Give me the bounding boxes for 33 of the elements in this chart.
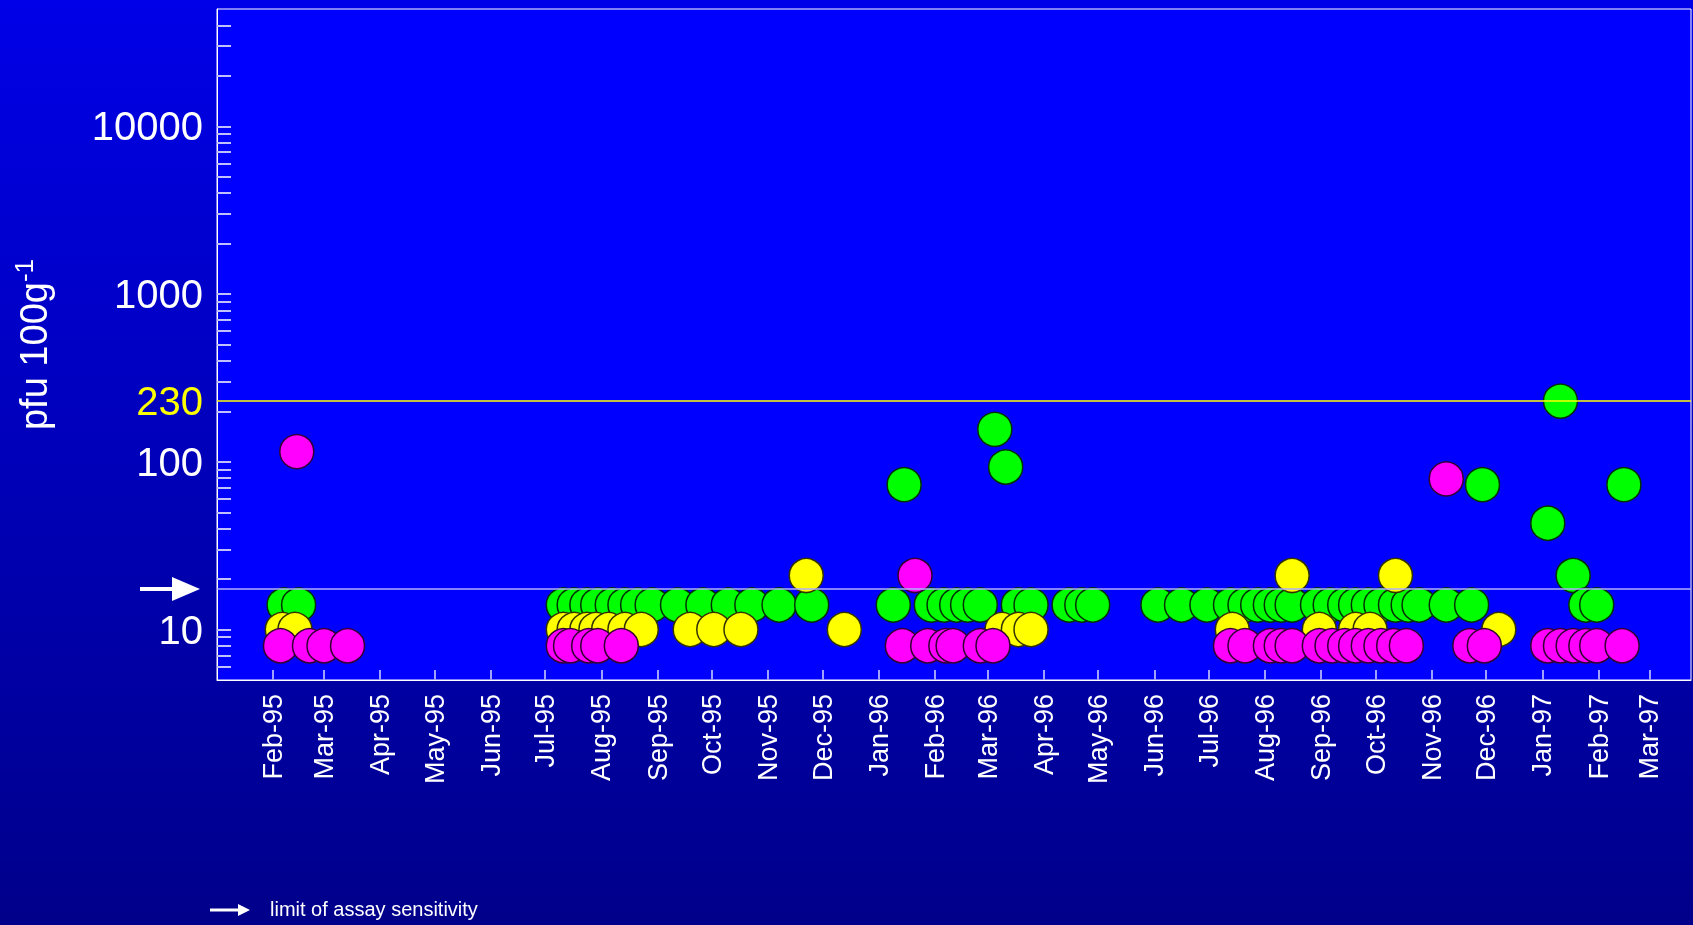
x-tick-label: Feb-96 (919, 694, 950, 780)
x-tick-label: Oct-95 (696, 694, 727, 776)
x-tick-label: Apr-95 (365, 694, 396, 776)
y-axis-title: pfu 100g-1 (9, 258, 55, 431)
x-tick-label: Feb-97 (1583, 694, 1614, 780)
x-tick-label: May-95 (419, 694, 450, 785)
x-tick-label: Sep-96 (1306, 694, 1337, 782)
x-tick-label: Jun-96 (1139, 694, 1170, 777)
y-tick-label: 10000 (91, 104, 203, 149)
x-tick-label: Mar-97 (1634, 694, 1665, 780)
x-tick-label: Feb-95 (258, 694, 289, 780)
x-tick-label: Mar-95 (308, 694, 339, 780)
x-tick-label: May-96 (1083, 694, 1114, 785)
x-tick-label: Jul-96 (1193, 694, 1224, 768)
x-tick-label: Jun-95 (475, 694, 506, 777)
x-tick-label: Sep-95 (642, 694, 673, 782)
x-tick-label: Oct-96 (1360, 694, 1391, 776)
x-tick-label: Dec-96 (1471, 694, 1502, 782)
x-tick-label: Jul-95 (530, 694, 561, 768)
ref-line-label: 230 (136, 379, 203, 424)
x-tick-label: Mar-96 (972, 694, 1003, 780)
x-tick-label: Aug-96 (1249, 694, 1280, 782)
x-tick-label: Nov-96 (1416, 694, 1447, 782)
y-tick-label: 1000 (114, 272, 203, 316)
x-tick-label: Jan-97 (1527, 694, 1558, 777)
x-tick-label: Jan-96 (863, 694, 894, 777)
x-tick-label: Nov-95 (753, 694, 784, 782)
x-tick-label: Apr-96 (1028, 694, 1059, 776)
y-tick-label: 10 (158, 607, 203, 652)
x-tick-label: Dec-95 (807, 694, 838, 782)
text: limit of assay sensitivity (270, 898, 478, 921)
x-tick-label: Aug-95 (586, 694, 617, 782)
y-tick-label: 100 (136, 439, 203, 484)
